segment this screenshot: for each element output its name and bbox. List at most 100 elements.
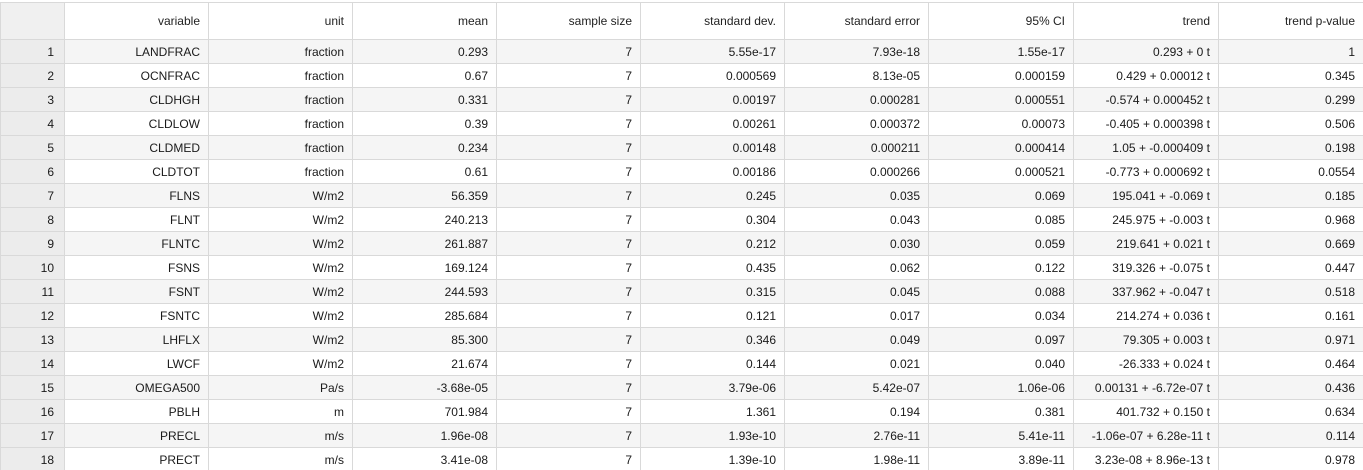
standard-dev-cell[interactable]: 0.212 (640, 231, 785, 256)
ci-95-cell[interactable]: 0.040 (928, 351, 1074, 376)
unit-cell[interactable]: W/m2 (208, 351, 353, 376)
row-number-cell[interactable]: 3 (0, 87, 65, 112)
variable-cell[interactable]: FLNTC (64, 231, 209, 256)
table-row[interactable]: 1 LANDFRAC fraction 0.293 7 5.55e-17 7.93e-18 1… (0, 39, 1363, 64)
ci-95-cell[interactable]: 0.097 (928, 327, 1074, 352)
unit-cell[interactable]: m/s (208, 423, 353, 448)
sample-size-cell[interactable]: 7 (496, 207, 641, 232)
ci-95-cell[interactable]: 0.00073 (928, 111, 1074, 136)
variable-cell[interactable]: FLNT (64, 207, 209, 232)
row-number-cell[interactable]: 1 (0, 39, 65, 64)
variable-cell[interactable]: LHFLX (64, 327, 209, 352)
table-row[interactable]: 5 CLDMED fraction 0.234 7 0.00148 0.000211 0.00… (0, 135, 1363, 160)
variable-cell[interactable]: OMEGA500 (64, 375, 209, 400)
standard-dev-cell[interactable]: 0.00261 (640, 111, 785, 136)
table-row[interactable]: 13 LHFLX W/m2 85.300 7 0.346 0.049 0.097 79.305 … (0, 327, 1363, 352)
trend-cell[interactable]: -0.405 + 0.000398 t (1073, 111, 1219, 136)
row-number-cell[interactable]: 2 (0, 63, 65, 88)
trend-cell[interactable]: 337.962 + -0.047 t (1073, 279, 1219, 304)
row-number-cell[interactable]: 12 (0, 303, 65, 328)
trend-p-value-cell[interactable]: 0.114 (1218, 423, 1363, 448)
unit-column-header[interactable]: unit (208, 2, 353, 40)
standard-error-cell[interactable]: 8.13e-05 (784, 63, 929, 88)
table-row[interactable]: 7 FLNS W/m2 56.359 7 0.245 0.035 0.069 195.041 +… (0, 183, 1363, 208)
row-number-header[interactable] (0, 2, 65, 40)
trend-p-value-cell[interactable]: 0.161 (1218, 303, 1363, 328)
variable-cell[interactable]: CLDHGH (64, 87, 209, 112)
mean-cell[interactable]: 3.41e-08 (352, 447, 497, 470)
trend-p-value-cell[interactable]: 0.971 (1218, 327, 1363, 352)
table-row[interactable]: 3 CLDHGH fraction 0.331 7 0.00197 0.000281 0.00… (0, 87, 1363, 112)
standard-dev-cell[interactable]: 0.00148 (640, 135, 785, 160)
standard-dev-cell[interactable]: 0.346 (640, 327, 785, 352)
standard-error-cell[interactable]: 0.194 (784, 399, 929, 424)
standard-dev-cell[interactable]: 0.435 (640, 255, 785, 280)
sample-size-cell[interactable]: 7 (496, 399, 641, 424)
table-row[interactable]: 11 FSNT W/m2 244.593 7 0.315 0.045 0.088 337.962… (0, 279, 1363, 304)
variable-cell[interactable]: FLNS (64, 183, 209, 208)
sample-size-cell[interactable]: 7 (496, 87, 641, 112)
sample-size-cell[interactable]: 7 (496, 255, 641, 280)
standard-error-cell[interactable]: 0.000372 (784, 111, 929, 136)
variable-cell[interactable]: FSNTC (64, 303, 209, 328)
variable-cell[interactable]: CLDMED (64, 135, 209, 160)
trend-p-value-cell[interactable]: 1 (1218, 39, 1363, 64)
table-row[interactable]: 14 LWCF W/m2 21.674 7 0.144 0.021 0.040 -26.333 … (0, 351, 1363, 376)
variable-cell[interactable]: OCNFRAC (64, 63, 209, 88)
trend-p-value-cell[interactable]: 0.0554 (1218, 159, 1363, 184)
ci-95-cell[interactable]: 0.034 (928, 303, 1074, 328)
ci-95-cell[interactable]: 0.000551 (928, 87, 1074, 112)
variable-cell[interactable]: LWCF (64, 351, 209, 376)
sample-size-cell[interactable]: 7 (496, 303, 641, 328)
standard-error-column-header[interactable]: standard error (784, 2, 929, 40)
mean-cell[interactable]: 56.359 (352, 183, 497, 208)
trend-p-value-cell[interactable]: 0.634 (1218, 399, 1363, 424)
ci-95-cell[interactable]: 0.000159 (928, 63, 1074, 88)
trend-cell[interactable]: 0.293 + 0 t (1073, 39, 1219, 64)
standard-dev-cell[interactable]: 0.144 (640, 351, 785, 376)
mean-cell[interactable]: 244.593 (352, 279, 497, 304)
trend-p-value-cell[interactable]: 0.968 (1218, 207, 1363, 232)
trend-cell[interactable]: 79.305 + 0.003 t (1073, 327, 1219, 352)
mean-cell[interactable]: 0.293 (352, 39, 497, 64)
row-number-cell[interactable]: 18 (0, 447, 65, 470)
variable-cell[interactable]: CLDLOW (64, 111, 209, 136)
variable-cell[interactable]: PRECL (64, 423, 209, 448)
ci-95-cell[interactable]: 0.069 (928, 183, 1074, 208)
mean-cell[interactable]: 0.67 (352, 63, 497, 88)
standard-error-cell[interactable]: 0.021 (784, 351, 929, 376)
table-row[interactable]: 16 PBLH m 701.984 7 1.361 0.194 0.381 401.732 + … (0, 399, 1363, 424)
sample-size-cell[interactable]: 7 (496, 159, 641, 184)
unit-cell[interactable]: fraction (208, 111, 353, 136)
ci-95-cell[interactable]: 1.06e-06 (928, 375, 1074, 400)
row-number-cell[interactable]: 10 (0, 255, 65, 280)
standard-dev-cell[interactable]: 0.00197 (640, 87, 785, 112)
table-row[interactable]: 10 FSNS W/m2 169.124 7 0.435 0.062 0.122 319.326… (0, 255, 1363, 280)
trend-p-value-cell[interactable]: 0.447 (1218, 255, 1363, 280)
row-number-cell[interactable]: 13 (0, 327, 65, 352)
ci-95-cell[interactable]: 0.122 (928, 255, 1074, 280)
unit-cell[interactable]: Pa/s (208, 375, 353, 400)
sample-size-cell[interactable]: 7 (496, 135, 641, 160)
unit-cell[interactable]: m/s (208, 447, 353, 470)
mean-cell[interactable]: -3.68e-05 (352, 375, 497, 400)
unit-cell[interactable]: W/m2 (208, 327, 353, 352)
mean-cell[interactable]: 0.61 (352, 159, 497, 184)
row-number-cell[interactable]: 6 (0, 159, 65, 184)
table-row[interactable]: 9 FLNTC W/m2 261.887 7 0.212 0.030 0.059 219.641… (0, 231, 1363, 256)
variable-cell[interactable]: PRECT (64, 447, 209, 470)
sample-size-cell[interactable]: 7 (496, 39, 641, 64)
unit-cell[interactable]: fraction (208, 87, 353, 112)
trend-cell[interactable]: 3.23e-08 + 8.96e-13 t (1073, 447, 1219, 470)
standard-dev-cell[interactable]: 3.79e-06 (640, 375, 785, 400)
sample-size-cell[interactable]: 7 (496, 183, 641, 208)
trend-p-value-cell[interactable]: 0.978 (1218, 447, 1363, 470)
standard-error-cell[interactable]: 0.043 (784, 207, 929, 232)
unit-cell[interactable]: fraction (208, 135, 353, 160)
unit-cell[interactable]: W/m2 (208, 255, 353, 280)
standard-error-cell[interactable]: 0.000281 (784, 87, 929, 112)
standard-error-cell[interactable]: 0.062 (784, 255, 929, 280)
mean-cell[interactable]: 169.124 (352, 255, 497, 280)
table-row[interactable]: 2 OCNFRAC fraction 0.67 7 0.000569 8.13e-05 0.0… (0, 63, 1363, 88)
trend-cell[interactable]: -26.333 + 0.024 t (1073, 351, 1219, 376)
